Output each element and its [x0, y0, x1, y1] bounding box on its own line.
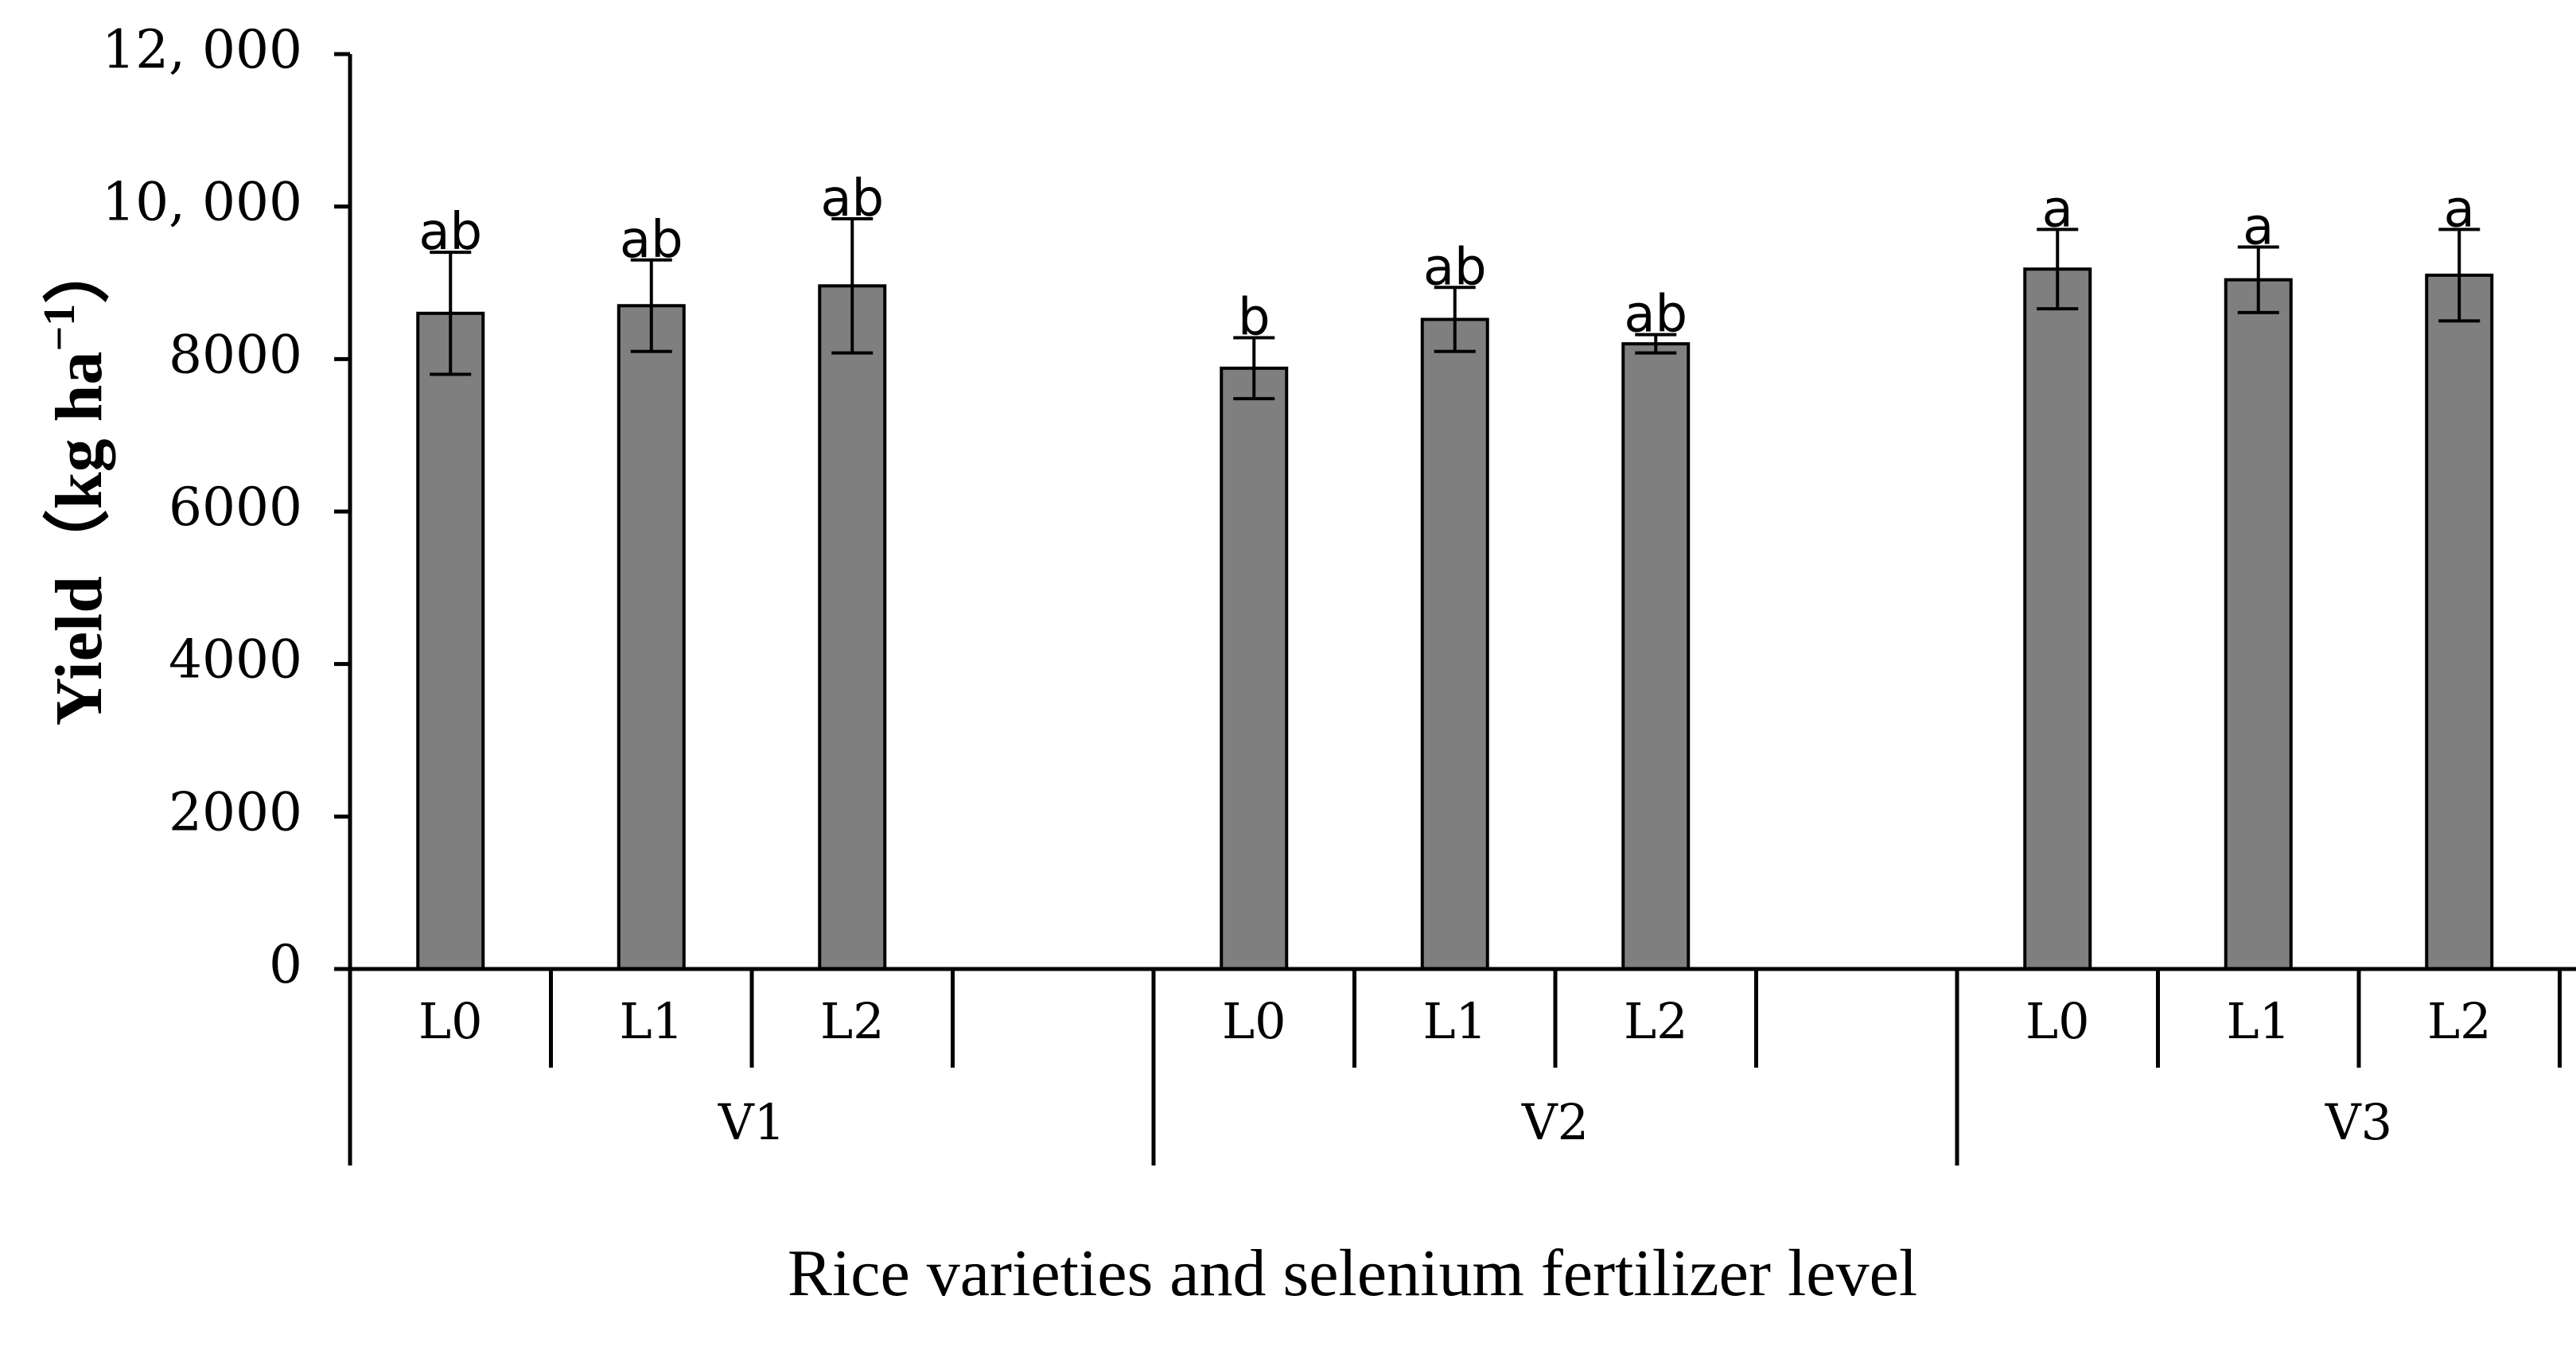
- y-tick-label: 4000: [169, 629, 302, 691]
- level-label: L0: [418, 992, 483, 1050]
- bar: [416, 311, 485, 971]
- y-tick-label: 12, 000: [102, 19, 302, 80]
- significance-label: ab: [418, 203, 482, 262]
- level-label: L0: [1222, 992, 1286, 1050]
- bar: [818, 284, 887, 971]
- significance-label: a: [2444, 180, 2475, 239]
- level-label: L0: [2025, 992, 2090, 1050]
- group-label: V3: [2325, 1093, 2392, 1151]
- y-tick-label: 2000: [169, 781, 302, 842]
- level-label: L1: [1422, 992, 1487, 1050]
- bar: [2224, 278, 2293, 971]
- y-axis: 0 2000 4000 6000 8000 10, 000 12, 000: [102, 19, 352, 995]
- level-label: L2: [1624, 992, 1688, 1050]
- y-axis-title-close: ）: [42, 237, 116, 304]
- level-label: L1: [2226, 992, 2290, 1050]
- y-axis-title-superscript: −1: [35, 304, 84, 352]
- bars: ab ab ab b ab ab a a a: [416, 169, 2494, 971]
- y-tick-label: 6000: [169, 477, 302, 538]
- level-label: L2: [2427, 992, 2492, 1050]
- bar: [2425, 273, 2494, 971]
- y-axis-title: Yield（kg ha−1）: [35, 237, 116, 726]
- significance-label: b: [1238, 289, 1270, 348]
- y-axis-title-main: Yield（kg ha: [42, 352, 116, 726]
- bar: [1621, 342, 1691, 971]
- level-label: L1: [619, 992, 683, 1050]
- y-tick-label: 0: [269, 934, 302, 995]
- y-tick-label: 10, 000: [102, 172, 302, 233]
- significance-label: a: [2042, 180, 2073, 239]
- group-label: V2: [1521, 1093, 1589, 1151]
- x-axis-title: Rice varieties and selenium fertilizer l…: [788, 1236, 1917, 1310]
- significance-label: ab: [620, 211, 683, 270]
- bar: [617, 304, 686, 971]
- y-tick-label: 8000: [169, 324, 302, 385]
- significance-label: ab: [820, 169, 884, 228]
- group-label: V1: [718, 1093, 785, 1151]
- level-label: L2: [820, 992, 885, 1050]
- significance-label: a: [2243, 197, 2274, 256]
- bar: [2023, 267, 2092, 971]
- bar: [1220, 366, 1289, 971]
- significance-label: ab: [1423, 238, 1487, 297]
- bar: [1420, 317, 1489, 971]
- x-axis: V1 L0 L1 L2 V2 L0 L1 L2 V3 L0 L1 L2: [348, 967, 2576, 1165]
- significance-label: ab: [1624, 286, 1687, 344]
